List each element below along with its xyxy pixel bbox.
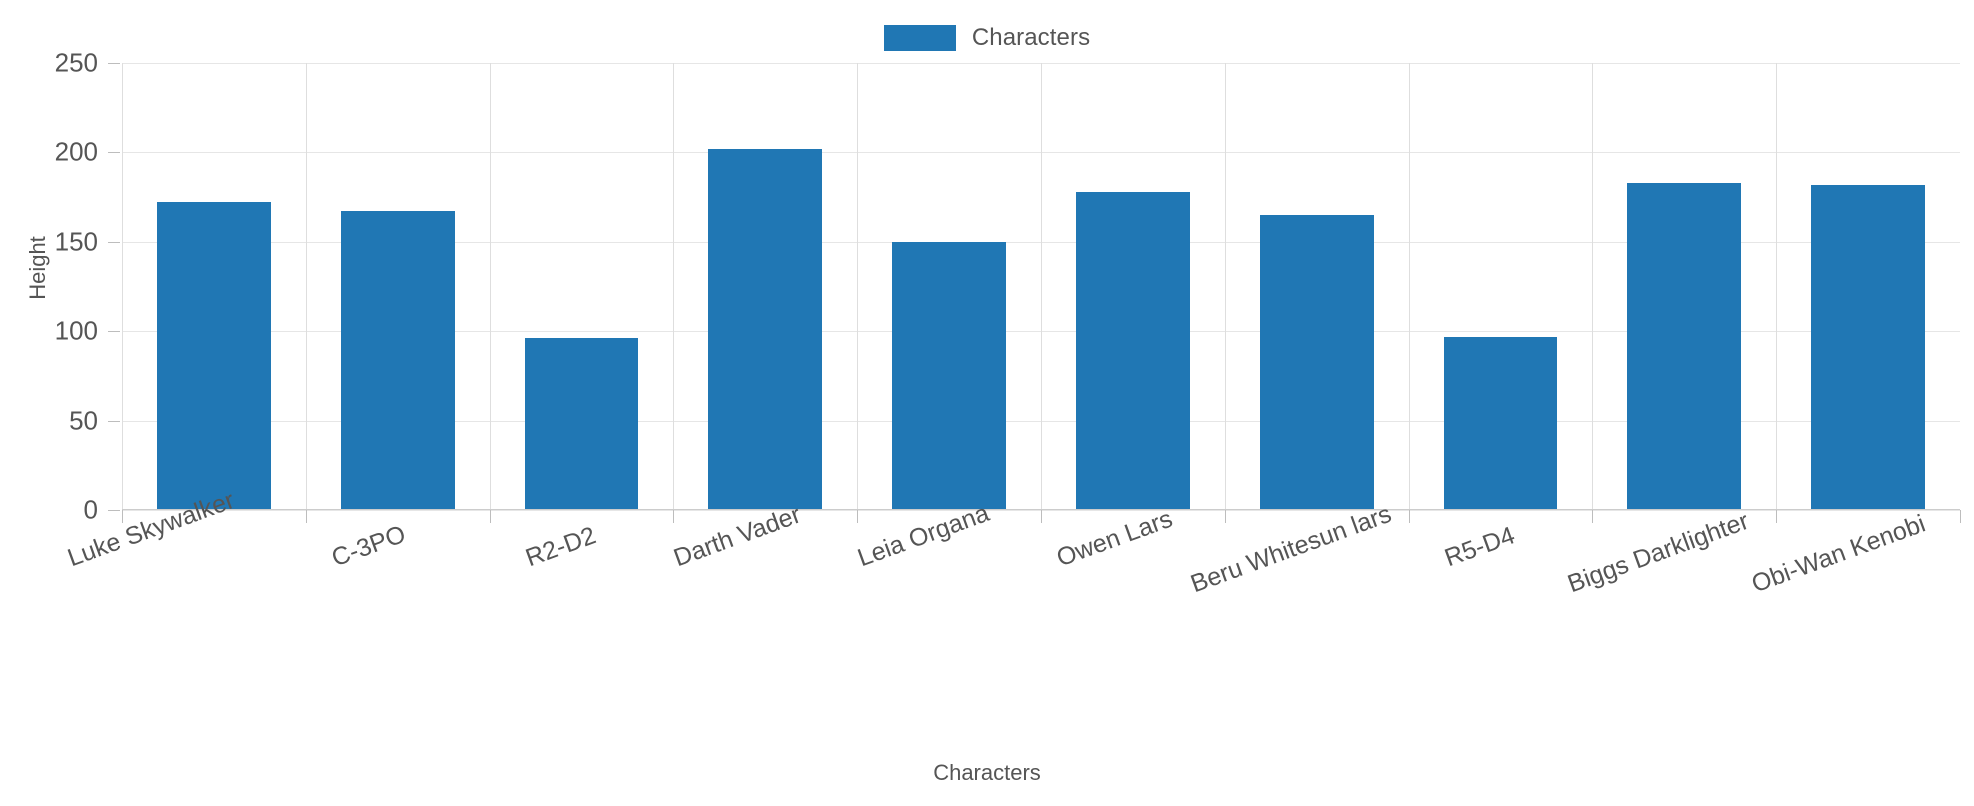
gridline-vertical [490,63,491,510]
legend-swatch-characters [883,25,956,51]
x-axis-tick-label: R5-D4 [1440,521,1518,573]
plot-area [122,63,1960,511]
x-axis-tick-mark [1960,510,1961,523]
gridline-vertical [306,63,307,510]
x-axis-tick-label: C-3PO [327,519,410,573]
bar[interactable] [1259,214,1374,510]
gridline-vertical [1409,63,1410,510]
bar[interactable] [156,202,271,510]
bar[interactable] [524,338,639,510]
x-axis-tick-mark [122,510,123,523]
gridline-vertical [1041,63,1042,510]
x-axis-tick-mark [1592,510,1593,523]
x-axis-tick-mark [1041,510,1042,523]
y-axis-tick-label: 250 [54,47,98,78]
y-axis-tick-mark [108,510,120,511]
bar[interactable] [1443,336,1558,510]
gridline-vertical [1776,63,1777,510]
y-axis-tick-label: 50 [69,405,98,436]
y-axis-tick-label: 100 [54,315,98,346]
y-axis-tick-mark [108,241,120,243]
y-axis-title: Height [25,236,50,300]
chart-legend: Characters [0,18,1974,58]
y-axis-tick-label: 0 [83,494,98,525]
bar[interactable] [892,241,1007,510]
y-axis-tick-label: 200 [54,136,98,167]
bar[interactable] [340,211,455,510]
gridline-vertical [122,63,123,510]
bar[interactable] [1811,184,1926,510]
x-axis-tick-mark [673,510,674,523]
y-axis-tick-marks [0,63,122,511]
x-axis-tick-mark [306,510,307,523]
legend-label-characters: Characters [971,24,1091,51]
x-axis-tick-mark [857,510,858,523]
bar[interactable] [1075,191,1190,510]
y-axis-tick-mark [108,420,120,422]
x-axis-tick-label: R2-D2 [521,521,599,573]
y-axis-tick-labels: 0 50 100 150 200 250 [0,48,98,525]
gridline-vertical [857,63,858,510]
x-axis-title: Characters [933,760,1041,785]
x-axis-tick-mark [1776,510,1777,523]
bar[interactable] [708,148,823,510]
bar[interactable] [1627,182,1742,510]
gridline-vertical [1592,63,1593,510]
gridline-vertical [673,63,674,510]
x-axis-tick-mark [490,510,491,523]
x-axis-tick-mark [1409,510,1410,523]
y-axis-tick-mark [108,63,120,64]
legend-item-characters[interactable]: Characters [883,24,1091,52]
x-axis-line [122,509,1960,510]
y-axis-tick-mark [108,331,120,333]
gridline-vertical [1225,63,1226,510]
x-axis-tick-mark [1225,510,1226,523]
y-axis-tick-mark [108,152,120,154]
y-axis-tick-label: 150 [54,226,98,257]
x-axis-tick-marks [122,510,1961,524]
